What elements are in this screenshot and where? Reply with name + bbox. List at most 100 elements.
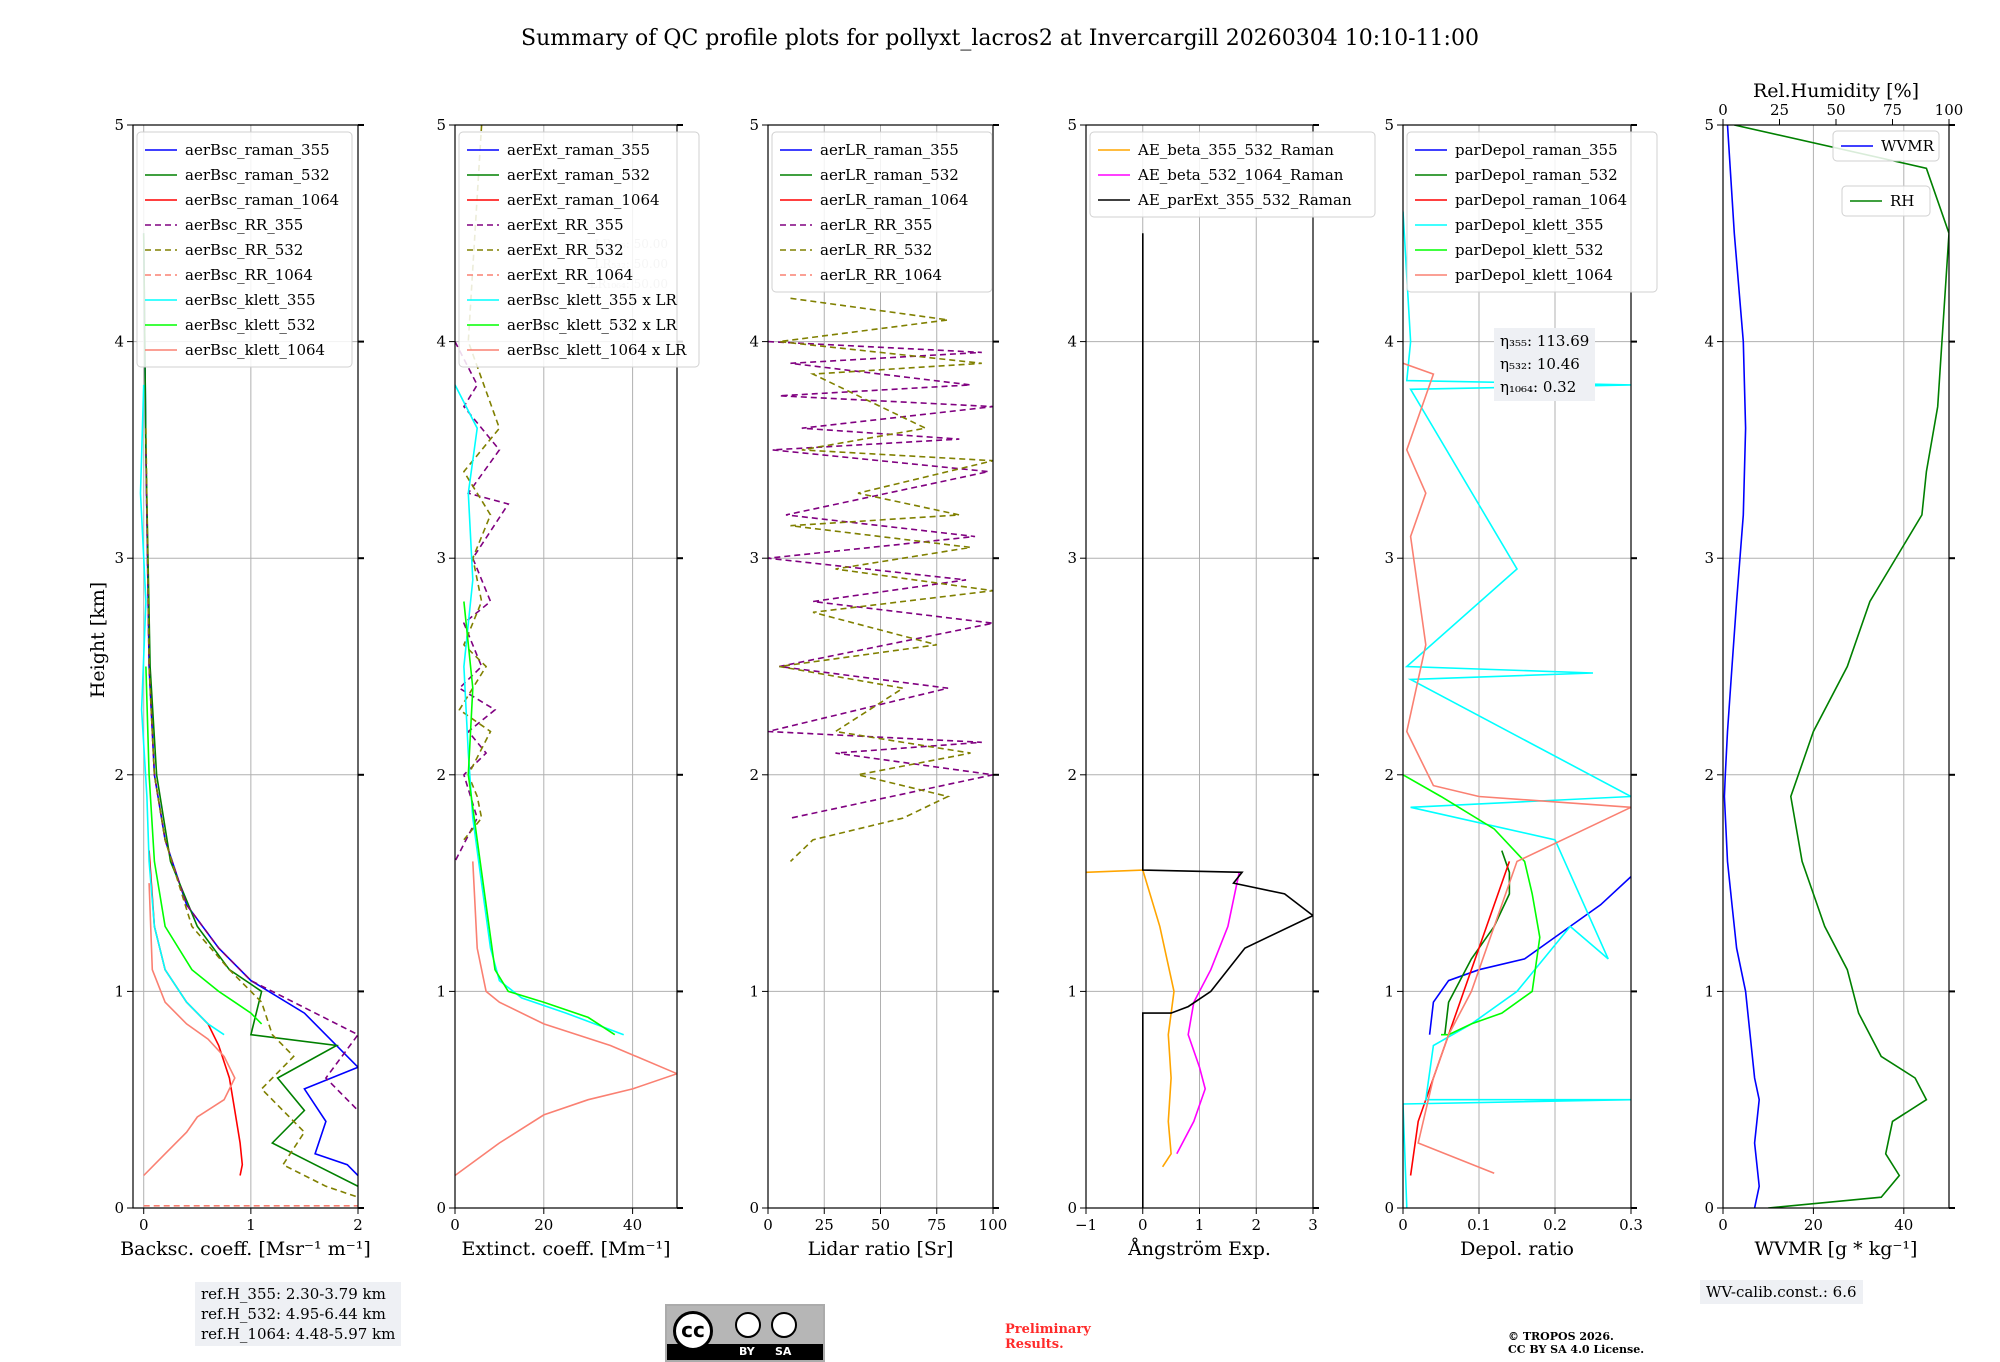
legend-label: parDepol_raman_355 bbox=[1455, 141, 1618, 159]
x-tick-label: 75 bbox=[927, 1216, 946, 1234]
legend: aerLR_raman_355 aerLR_raman_532 aerLR_rama… bbox=[771, 131, 993, 293]
x2-tick-label: 25 bbox=[1770, 101, 1789, 119]
x-tick-label: 0 bbox=[1398, 1216, 1408, 1234]
legend-label: aerExt_raman_532 bbox=[507, 166, 650, 184]
x-tick-label: 100 bbox=[979, 1216, 1008, 1234]
legend-label: RH bbox=[1890, 192, 1914, 210]
y-tick-label: 3 bbox=[1384, 549, 1394, 567]
legend-label: aerBsc_RR_355 bbox=[185, 216, 303, 234]
wv-calib-label: WV-calib.const.: 6.6 bbox=[1706, 1283, 1857, 1301]
y-tick-label: 3 bbox=[114, 549, 124, 567]
series-line-AE_beta_355_532_Raman bbox=[1086, 869, 1175, 1168]
legend-label: AE_beta_355_532_Raman bbox=[1137, 141, 1334, 159]
y-tick-label: 0 bbox=[1384, 1199, 1394, 1217]
legend-label: WVMR bbox=[1881, 137, 1935, 155]
x-axis-label: Depol. ratio bbox=[1460, 1238, 1574, 1260]
x-tick-label: 0.1 bbox=[1467, 1216, 1491, 1234]
series-line-parDepol_raman_532 bbox=[1444, 850, 1511, 1035]
y-tick-label: 0 bbox=[1704, 1199, 1714, 1217]
x-axis-label: Ångström Exp. bbox=[1127, 1238, 1271, 1260]
x-tick-label: 0 bbox=[139, 1216, 149, 1234]
x-axis-label: Backsc. coeff. [Msr⁻¹ m⁻¹] bbox=[120, 1238, 371, 1260]
series-line-aerLR_RR_532 bbox=[779, 297, 993, 862]
legend-label: aerBsc_klett_1064 x LR bbox=[507, 341, 687, 359]
legend-label: aerBsc_klett_355 x LR bbox=[507, 291, 678, 309]
legend-label: aerExt_RR_532 bbox=[507, 241, 624, 259]
x-tick-label: 0 bbox=[450, 1216, 460, 1234]
y-tick-label: 1 bbox=[749, 982, 759, 1000]
x-tick-label: 2 bbox=[353, 1216, 363, 1234]
eta-355-label: η₃₅₅: 113.69 bbox=[1500, 332, 1590, 350]
x-tick-label: 50 bbox=[871, 1216, 890, 1234]
x2-axis-label: Rel.Humidity [%] bbox=[1753, 80, 1919, 102]
series-line-aerBsc_raman_532 bbox=[142, 233, 358, 1188]
y-tick-label: 0 bbox=[114, 1199, 124, 1217]
cc-logo-icon: cc bbox=[673, 1311, 713, 1351]
ref-height-355: ref.H_355: 2.30-3.79 km bbox=[201, 1285, 386, 1303]
series-line-RH bbox=[1734, 125, 1949, 1208]
y-tick-label: 5 bbox=[749, 116, 759, 134]
legend-label: aerLR_raman_532 bbox=[820, 166, 959, 184]
x-tick-label: −1 bbox=[1075, 1216, 1097, 1234]
y-tick-label: 3 bbox=[749, 549, 759, 567]
x-tick-label: 0.2 bbox=[1543, 1216, 1567, 1234]
axes-frame bbox=[1722, 124, 1950, 1209]
legend: aerExt_raman_355 aerExt_raman_532 aerExt_r… bbox=[458, 131, 700, 368]
legend-label: aerBsc_raman_532 bbox=[185, 166, 330, 184]
y-tick-label: 0 bbox=[436, 1199, 446, 1217]
y-tick-label: 2 bbox=[1067, 766, 1077, 784]
panel-5: 0 1 2 3 4 5 0 0.1 0.2 0.3 Depol. ratio parDepol_ram… bbox=[1384, 116, 1658, 1260]
y-tick-label: 5 bbox=[436, 116, 446, 134]
legend-label: aerBsc_raman_355 bbox=[185, 141, 330, 159]
legend-box bbox=[458, 131, 700, 368]
legend-label: aerBsc_RR_1064 bbox=[185, 266, 313, 284]
y-tick-label: 1 bbox=[1384, 982, 1394, 1000]
x-tick-label: 0 bbox=[763, 1216, 773, 1234]
x-tick-label: 0.3 bbox=[1619, 1216, 1643, 1234]
x-tick-label: 2 bbox=[1251, 1216, 1261, 1234]
legend-label: aerExt_RR_355 bbox=[507, 216, 624, 234]
y-tick-label: 1 bbox=[1704, 982, 1714, 1000]
copyright-line-1: © TROPOS 2026. bbox=[1508, 1330, 1614, 1343]
series-line-aerExt_RR_355 bbox=[455, 341, 510, 862]
by-label: BY bbox=[739, 1345, 755, 1358]
x2-tick-label: 0 bbox=[1718, 101, 1728, 119]
legend-label: aerBsc_klett_532 bbox=[185, 316, 316, 334]
x2-tick-label: 100 bbox=[1935, 101, 1964, 119]
eta-1064-label: η₁₀₆₄: 0.32 bbox=[1500, 378, 1577, 396]
x-tick-label: 20 bbox=[1804, 1216, 1823, 1234]
x-tick-label: 25 bbox=[815, 1216, 834, 1234]
legend-box bbox=[1841, 185, 1931, 217]
y-tick-label: 4 bbox=[114, 333, 124, 351]
legend-label: aerBsc_klett_532 x LR bbox=[507, 316, 678, 334]
y-tick-label: 5 bbox=[1067, 116, 1077, 134]
series-line-aerBsc_klett_532 bbox=[145, 666, 263, 1025]
x-tick-label: 1 bbox=[1195, 1216, 1205, 1234]
series-line-aerExt_RR_532 bbox=[458, 125, 501, 841]
x-tick-label: 0 bbox=[1138, 1216, 1148, 1234]
y-tick-label: 2 bbox=[114, 766, 124, 784]
x-tick-label: 1 bbox=[246, 1216, 256, 1234]
eta-532-label: η₅₃₂: 10.46 bbox=[1500, 355, 1580, 373]
ref-height-1064: ref.H_1064: 4.48-5.97 km bbox=[201, 1325, 396, 1343]
copyright-line-2: CC BY SA 4.0 License. bbox=[1508, 1343, 1645, 1356]
y-tick-label: 2 bbox=[1384, 766, 1394, 784]
y-tick-label: 4 bbox=[436, 333, 446, 351]
legend-label: AE_parExt_355_532_Raman bbox=[1137, 191, 1352, 209]
legend-label: aerExt_raman_1064 bbox=[507, 191, 660, 209]
series-line-AE_beta_532_1064_Raman bbox=[1176, 872, 1240, 1155]
series-line-aerBsc_klett_532 x LR bbox=[463, 601, 616, 1036]
legend-label: aerBsc_raman_1064 bbox=[185, 191, 339, 209]
legend: aerBsc_raman_355 aerBsc_raman_532 aerBsc_r… bbox=[136, 131, 353, 368]
preliminary-line-2: Results. bbox=[1005, 1337, 1064, 1352]
y-tick-label: 2 bbox=[1704, 766, 1714, 784]
y-tick-label: 1 bbox=[114, 982, 124, 1000]
legend-label: AE_beta_532_1064_Raman bbox=[1137, 166, 1344, 184]
y-tick-label: 4 bbox=[1704, 333, 1714, 351]
legend-box bbox=[136, 131, 353, 368]
legend-label: aerBsc_klett_355 bbox=[185, 291, 316, 309]
series-line-aerBsc_klett_1064 bbox=[143, 883, 236, 1177]
figure-title: Summary of QC profile plots for pollyxt_… bbox=[521, 26, 1479, 51]
